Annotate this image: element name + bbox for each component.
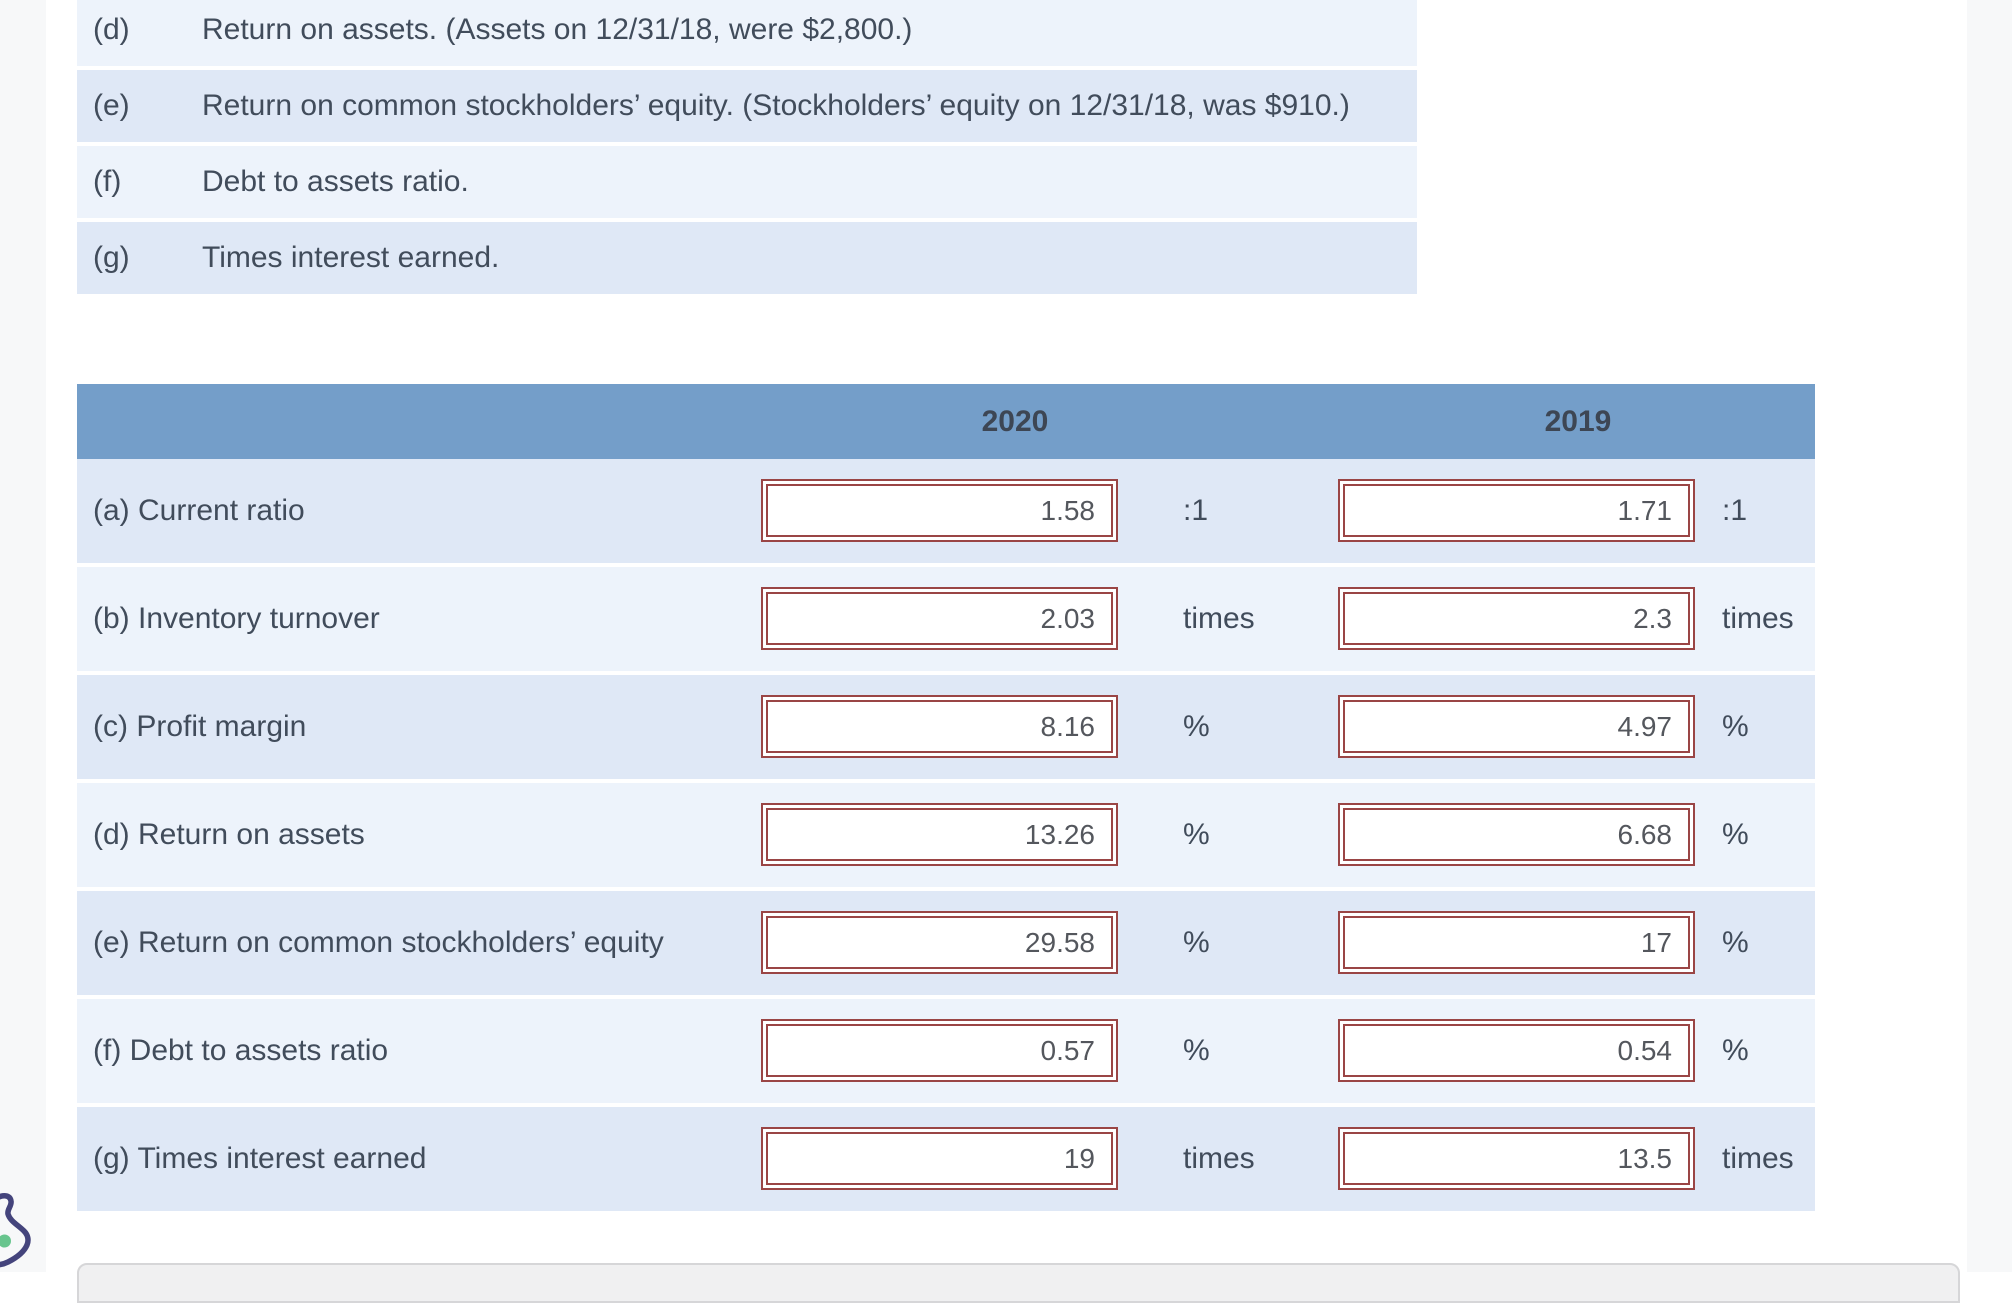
table-row: (c) Profit margin % % <box>77 675 1815 779</box>
answer-input-2019-box[interactable] <box>1338 911 1695 974</box>
unit-label-2019: times <box>1722 1142 1794 1175</box>
table-row: (d) Return on assets % % <box>77 783 1815 887</box>
answer-input-2020-box[interactable] <box>761 803 1118 866</box>
answer-input-2019-box[interactable] <box>1338 1127 1695 1190</box>
page-gutter-left <box>0 0 46 1272</box>
answer-input-2019-inner <box>1343 700 1690 753</box>
row-label: (f) Debt to assets ratio <box>93 1034 389 1067</box>
row-label: (g) Times interest earned <box>93 1142 427 1175</box>
answer-input-2019-field[interactable] <box>1345 486 1688 535</box>
answer-input-2020-inner <box>766 808 1113 861</box>
answer-input-2019-inner <box>1343 808 1690 861</box>
unit-label-2020: times <box>1183 1142 1255 1175</box>
answer-input-2020-field[interactable] <box>768 810 1111 859</box>
answer-table-body: (a) Current ratio :1 :1 (b) Inventory tu… <box>77 459 1815 1211</box>
answer-input-2020-field[interactable] <box>768 702 1111 751</box>
unit-label-2020: :1 <box>1183 494 1209 527</box>
column-header-2019: 2019 <box>1544 405 1612 438</box>
question-row: (d) Return on assets. (Assets on 12/31/1… <box>77 0 1417 66</box>
answer-input-2020-box[interactable] <box>761 479 1118 542</box>
answer-input-2020-box[interactable] <box>761 1019 1118 1082</box>
chat-mascot-icon[interactable] <box>0 1190 40 1272</box>
unit-label-2019: % <box>1722 818 1749 851</box>
unit-label-2019: :1 <box>1722 494 1748 527</box>
unit-label-2019: % <box>1722 710 1749 743</box>
next-section-panel <box>77 1263 1960 1303</box>
answer-input-2020-field[interactable] <box>768 594 1111 643</box>
column-header-2020: 2020 <box>981 405 1049 438</box>
unit-label-2020: times <box>1183 602 1255 635</box>
answer-input-2020-inner <box>766 592 1113 645</box>
answer-input-2019-inner <box>1343 1024 1690 1077</box>
row-label: (b) Inventory turnover <box>93 602 380 635</box>
unit-label-2019: % <box>1722 1034 1749 1067</box>
answer-input-2019-box[interactable] <box>1338 587 1695 650</box>
question-item-label: (d) <box>93 13 130 46</box>
answer-input-2019-box[interactable] <box>1338 695 1695 758</box>
row-label: (d) Return on assets <box>93 818 365 851</box>
answer-input-2020-box[interactable] <box>761 911 1118 974</box>
question-item-text: Debt to assets ratio. <box>202 165 469 198</box>
answer-input-2020-field[interactable] <box>768 1026 1111 1075</box>
question-row: (g) Times interest earned. <box>77 222 1417 294</box>
answer-input-2020-inner <box>766 1024 1113 1077</box>
answer-input-2019-inner <box>1343 484 1690 537</box>
table-row: (a) Current ratio :1 :1 <box>77 459 1815 563</box>
table-row: (e) Return on common stockholders’ equit… <box>77 891 1815 995</box>
answer-input-2019-field[interactable] <box>1345 1134 1688 1183</box>
answer-input-2019-inner <box>1343 592 1690 645</box>
question-row: (e) Return on common stockholders’ equit… <box>77 70 1417 142</box>
answer-input-2019-box[interactable] <box>1338 1019 1695 1082</box>
answer-input-2019-box[interactable] <box>1338 803 1695 866</box>
page-gutter-right <box>1967 0 2012 1272</box>
answer-input-2020-inner <box>766 916 1113 969</box>
question-item-text: Times interest earned. <box>202 241 500 274</box>
question-item-label: (e) <box>93 89 130 122</box>
answer-input-2020-field[interactable] <box>768 486 1111 535</box>
answer-input-2020-inner <box>766 700 1113 753</box>
unit-label-2020: % <box>1183 710 1210 743</box>
answer-input-2019-field[interactable] <box>1345 918 1688 967</box>
unit-label-2020: % <box>1183 1034 1210 1067</box>
answer-input-2020-box[interactable] <box>761 587 1118 650</box>
table-row: (g) Times interest earned times times <box>77 1107 1815 1211</box>
answer-input-2020-field[interactable] <box>768 1134 1111 1183</box>
answer-input-2020-inner <box>766 484 1113 537</box>
answer-input-2020-inner <box>766 1132 1113 1185</box>
answer-input-2019-inner <box>1343 916 1690 969</box>
question-item-text: Return on assets. (Assets on 12/31/18, w… <box>202 13 913 46</box>
answer-table: 2020 2019 (a) Current ratio :1 :1 <box>77 384 1815 1211</box>
answer-input-2019-field[interactable] <box>1345 810 1688 859</box>
row-label: (c) Profit margin <box>93 710 307 743</box>
answer-input-2020-box[interactable] <box>761 695 1118 758</box>
answer-input-2019-box[interactable] <box>1338 479 1695 542</box>
question-list: (d) Return on assets. (Assets on 12/31/1… <box>77 0 1417 298</box>
unit-label-2020: % <box>1183 818 1210 851</box>
table-row: (b) Inventory turnover times times <box>77 567 1815 671</box>
question-item-label: (g) <box>93 241 130 274</box>
table-row: (f) Debt to assets ratio % % <box>77 999 1815 1103</box>
answer-input-2019-field[interactable] <box>1345 594 1688 643</box>
row-label: (a) Current ratio <box>93 494 305 527</box>
unit-label-2019: times <box>1722 602 1794 635</box>
row-label: (e) Return on common stockholders’ equit… <box>93 926 664 959</box>
question-row: (f) Debt to assets ratio. <box>77 146 1417 218</box>
answer-input-2019-field[interactable] <box>1345 702 1688 751</box>
question-item-label: (f) <box>93 165 122 198</box>
answer-input-2020-box[interactable] <box>761 1127 1118 1190</box>
unit-label-2020: % <box>1183 926 1210 959</box>
answer-input-2019-inner <box>1343 1132 1690 1185</box>
answer-input-2020-field[interactable] <box>768 918 1111 967</box>
chat-mascot-glyph <box>0 1193 31 1268</box>
unit-label-2019: % <box>1722 926 1749 959</box>
question-item-text: Return on common stockholders’ equity. (… <box>202 89 1350 122</box>
answer-table-header: 2020 2019 <box>77 384 1815 459</box>
answer-input-2019-field[interactable] <box>1345 1026 1688 1075</box>
